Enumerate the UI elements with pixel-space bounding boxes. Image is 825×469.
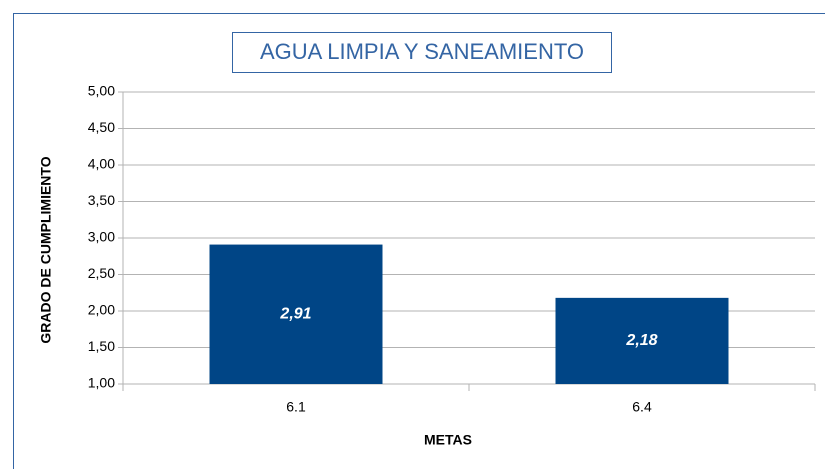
chart-title: AGUA LIMPIA Y SANEAMIENTO: [260, 39, 584, 64]
y-tick-label: 4,50: [88, 119, 115, 135]
value-label: 2,18: [625, 332, 657, 349]
y-tick-label: 3,50: [88, 192, 115, 208]
value-label: 2,91: [279, 306, 311, 323]
bar: [209, 244, 383, 384]
title-box: [232, 32, 612, 73]
bar: [555, 297, 729, 384]
x-tick-label: 6.4: [632, 399, 652, 415]
y-tick-label: 2,50: [88, 265, 115, 281]
y-tick-label: 1,50: [88, 338, 115, 354]
x-tick-label: 6.1: [286, 399, 306, 415]
x-axis-label: METAS: [424, 432, 472, 448]
y-tick-label: 5,00: [88, 83, 115, 99]
y-tick-label: 1,00: [88, 375, 115, 391]
y-tick-label: 3,00: [88, 229, 115, 245]
y-axis-label: GRADO DE CUMPLIMIENTO: [38, 156, 54, 343]
y-tick-label: 2,00: [88, 302, 115, 318]
y-tick-label: 4,00: [88, 156, 115, 172]
chart-frame: [13, 13, 825, 469]
